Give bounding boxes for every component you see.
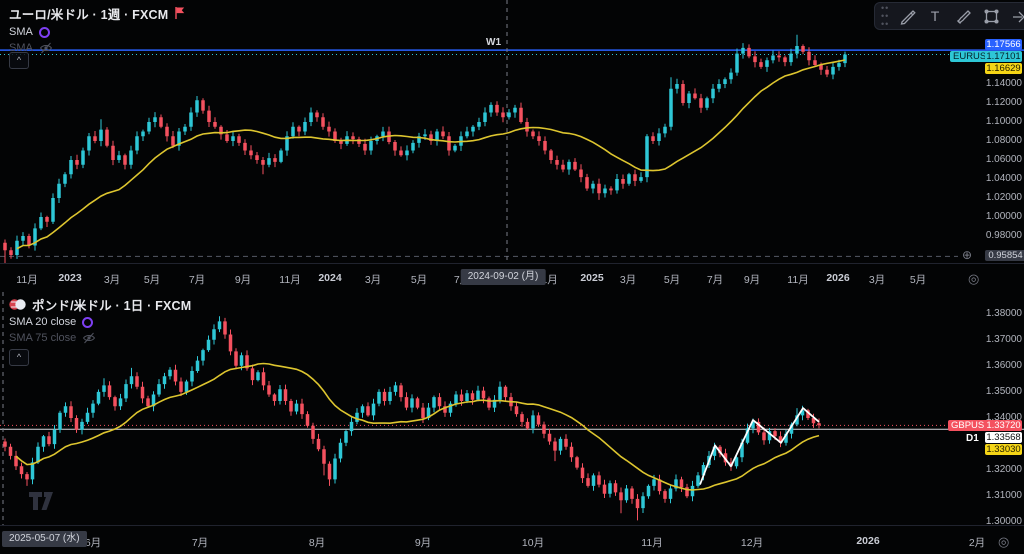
price-tick-label: 1.36000	[985, 359, 1022, 371]
price-tick-label: 1.37000	[985, 333, 1022, 345]
time-tick-label: 9月	[743, 274, 761, 286]
time-tick-label: 3月	[868, 274, 886, 286]
indicator-label: SMA 20 close	[9, 316, 77, 328]
time-tick-label: 2026	[826, 272, 850, 284]
indicator-row-sma75-hidden[interactable]: SMA 75 close	[9, 331, 191, 345]
shape-tool-icon[interactable]	[979, 5, 1003, 27]
price-tick-label: 1.08000	[985, 135, 1022, 146]
eurusd-last-price-label: 1.17101	[985, 51, 1022, 62]
time-tick-label: 5月	[909, 274, 927, 286]
price-tick-label: 1.10000	[985, 116, 1022, 127]
time-tick-label: 7月	[706, 274, 724, 286]
loading-ring-icon	[38, 26, 50, 38]
time-tick-label: 9月	[234, 274, 252, 286]
drawing-toolbar: •• •• •• T	[874, 2, 1024, 30]
loading-ring-icon	[82, 316, 94, 328]
eye-off-icon[interactable]	[39, 42, 53, 54]
price-tick-label: 1.38000	[985, 307, 1022, 319]
low-price-label: 0.95854	[985, 250, 1024, 261]
chart-title: ユーロ/米ドル · 1週 · FXCM	[9, 7, 169, 22]
indicator-label: SMA 75 close	[9, 332, 77, 344]
time-tick-label: 2023	[58, 272, 82, 284]
time-tick-label: 11月	[641, 536, 663, 549]
scroll-to-realtime-icon[interactable]: ◎	[998, 534, 1010, 549]
crosshair-date-label: 2025-05-07 (水)	[2, 531, 87, 547]
chart-area-gbpusd[interactable]	[0, 292, 1024, 525]
gbpusd-last-price-label: 1.33720	[985, 420, 1022, 431]
eye-off-icon[interactable]	[82, 332, 96, 344]
time-tick-label: 2026	[856, 534, 880, 547]
price-tick-label: 1.32000	[985, 464, 1022, 476]
time-axis-gbpusd[interactable]: 2025-05-07 (水) ◎ 6月 7月 8月 9月 10月 11月 12月 2026 2月	[0, 525, 1024, 554]
scroll-to-realtime-icon[interactable]: ◎	[968, 271, 980, 286]
legend-eurusd: ユーロ/米ドル · 1週 · FXCM SMA SMA	[9, 5, 186, 55]
indicator-row-sma[interactable]: SMA	[9, 25, 186, 39]
price-tick-label: 1.02000	[985, 192, 1022, 204]
cursor-tool-icon[interactable]	[1007, 5, 1024, 27]
time-tick-label: 9月	[414, 536, 432, 549]
time-tick-label: 6月	[84, 536, 102, 549]
time-tick-label: 8月	[308, 536, 326, 549]
time-tick-label: 5月	[410, 274, 428, 286]
price-tick-label: 1.34000	[985, 412, 1022, 423]
brush-tool-icon[interactable]	[951, 5, 975, 27]
chart-title: ポンド/米ドル · 1日 · FXCM	[32, 298, 192, 313]
legend-gbpusd: ポンド/米ドル · 1日 · FXCM SMA 20 close SMA 75 …	[9, 296, 191, 345]
toolbar-drag-handle[interactable]: •• •• ••	[881, 3, 890, 29]
price-tick-label: 1.14000	[985, 77, 1022, 89]
price-tick-label: 1.30000	[985, 516, 1022, 528]
w1-price-label: 1.17566	[985, 39, 1022, 50]
chart-area-eurusd[interactable]	[0, 0, 1024, 263]
price-tick-label: 1.12000	[985, 97, 1022, 108]
price-tick-label: 1.04000	[985, 173, 1022, 185]
eurusd-pair-tag: EURUSD	[950, 51, 997, 62]
symbol-title-row[interactable]: ユーロ/米ドル · 1週 · FXCM	[9, 5, 186, 22]
time-tick-label: 5月	[663, 274, 681, 286]
time-tick-label: 2025	[580, 272, 604, 284]
sma-value-label: 1.16629	[985, 63, 1022, 74]
time-tick-label: 3月	[103, 274, 121, 286]
collapse-panel-button[interactable]: ^	[9, 349, 29, 366]
time-tick-label: 11月	[279, 274, 301, 286]
symbol-title-row[interactable]: ポンド/米ドル · 1日 · FXCM	[9, 296, 192, 313]
d1-price-label: 1.33568	[985, 432, 1022, 443]
time-tick-label: 2月	[968, 536, 986, 549]
time-tick-label: 7月	[191, 536, 209, 549]
panel-eurusd: ユーロ/米ドル · 1週 · FXCM SMA SMA ^ W1	[0, 0, 1024, 263]
crosshair-date-label: 2024-09-02 (月)	[460, 269, 546, 285]
time-tick-label: 11月	[16, 274, 38, 286]
tradingview-logo	[28, 490, 58, 517]
time-tick-label: 10月	[521, 536, 545, 549]
panel-gbpusd: ポンド/米ドル · 1日 · FXCM SMA 20 close SMA 75 …	[0, 292, 1024, 525]
price-tick-label: 0.98000	[985, 230, 1022, 242]
indicator-row-sma20[interactable]: SMA 20 close	[9, 315, 191, 329]
time-tick-label: 7月	[188, 274, 206, 286]
sma20-value-label: 1.33030	[985, 444, 1022, 455]
add-alert-plus-icon[interactable]: ⊕	[962, 248, 973, 262]
d1-line-label: D1	[966, 433, 979, 444]
indicator-label: SMA	[9, 42, 33, 54]
indicator-row-sma-hidden[interactable]: SMA	[9, 41, 186, 55]
time-tick-label: 3月	[619, 274, 637, 286]
time-tick-label: 3月	[364, 274, 382, 286]
w1-line-label: W1	[486, 37, 501, 48]
text-tool-icon[interactable]: T	[930, 8, 940, 24]
collapse-panel-button[interactable]: ^	[9, 52, 29, 69]
time-axis-eurusd[interactable]: 2024-09-02 (月) ◎ 11月 2023 3月 5月 7月 9月 11月 2024 3…	[0, 263, 1024, 292]
time-tick-label: 12月	[740, 536, 764, 549]
price-tick-label: 1.31000	[985, 490, 1022, 502]
price-tick-label: 1.00000	[985, 211, 1022, 223]
currency-pair-icon	[9, 298, 26, 310]
time-tick-label: 11月	[787, 274, 809, 286]
time-tick-label: 5月	[143, 274, 161, 286]
pen-tool-icon[interactable]	[895, 5, 919, 27]
price-tick-label: 1.06000	[985, 154, 1022, 166]
gbpusd-pair-tag: GBPUSD	[948, 420, 995, 431]
price-tick-label: 1.35000	[985, 385, 1022, 397]
indicator-label: SMA	[9, 26, 33, 38]
flag-icon[interactable]	[174, 6, 186, 20]
time-tick-label: 2024	[318, 272, 342, 284]
